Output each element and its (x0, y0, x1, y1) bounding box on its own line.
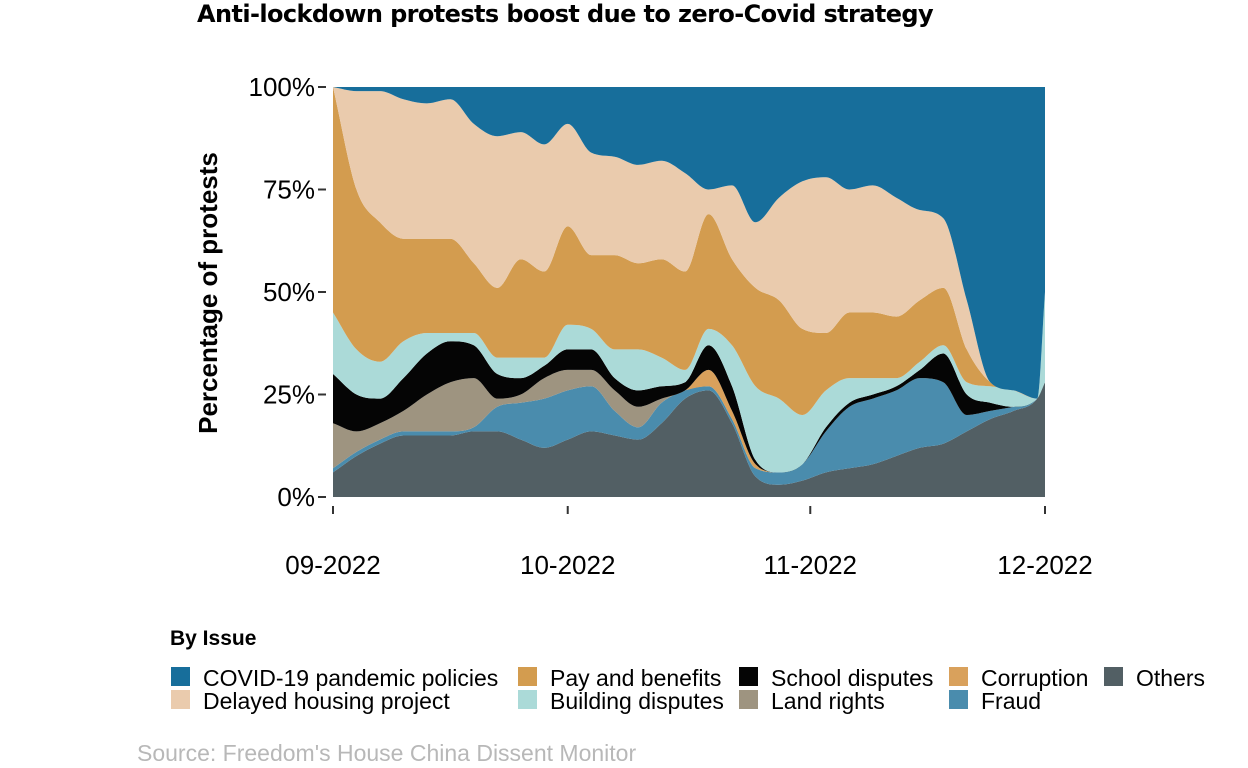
area-covid-19-pandemic-policies (333, 87, 1045, 399)
legend-title: By Issue (170, 627, 256, 650)
area-others (333, 382, 1045, 497)
x-tick-label: 11-2022 (764, 550, 858, 580)
source-note: Source: Freedom's House China Dissent Mo… (137, 740, 636, 766)
legend-swatch-building-disputes (518, 690, 537, 709)
y-tick-label: 100% (249, 72, 316, 102)
chart-title: Anti-lockdown protests boost due to zero… (197, 0, 934, 28)
x-tick-label: 09-2022 (285, 550, 380, 580)
legend-label-school-disputes: School disputes (771, 665, 933, 691)
x-tick-label: 12-2022 (997, 550, 1092, 580)
legend-swatch-covid-19-pandemic-policies (171, 667, 190, 686)
legend-swatch-school-disputes (739, 667, 758, 686)
legend-label-others: Others (1136, 665, 1205, 691)
legend-swatch-others (1104, 667, 1123, 686)
area-land-rights (333, 369, 1045, 473)
legend-swatch-fraud (949, 690, 968, 709)
y-tick-label: 75% (263, 175, 315, 205)
legend-label-fraud: Fraud (981, 688, 1041, 714)
legend-label-covid-19-pandemic-policies: COVID-19 pandemic policies (203, 665, 498, 691)
legend-swatch-land-rights (739, 690, 758, 709)
area-delayed-housing-project (333, 87, 1045, 399)
legend-label-corruption: Corruption (981, 665, 1088, 691)
area-pay-and-benefits (333, 87, 1045, 415)
legend-swatch-delayed-housing-project (171, 690, 190, 709)
x-axis: 09-2022 10-2022 11-2022 12-2022 (285, 506, 1093, 580)
legend-label-building-disputes: Building disputes (550, 688, 724, 714)
legend-label-pay-and-benefits: Pay and benefits (550, 665, 721, 691)
legend-label-delayed-housing-project: Delayed housing project (203, 688, 450, 714)
area-building-disputes (333, 292, 1045, 473)
y-tick-label: 25% (263, 380, 315, 410)
legend-label-land-rights: Land rights (771, 688, 885, 714)
area-fraud (333, 378, 1045, 485)
y-axis: 0% 25% 50% 75% 100% (249, 72, 326, 512)
y-tick-label: 0% (277, 482, 315, 512)
y-axis-label: Percentage of protests (193, 152, 223, 434)
legend-swatch-pay-and-benefits (518, 667, 537, 686)
plot-area (333, 87, 1045, 497)
y-tick-label: 50% (263, 277, 315, 307)
legend-swatch-corruption (949, 667, 968, 686)
x-tick-label: 10-2022 (520, 550, 615, 580)
